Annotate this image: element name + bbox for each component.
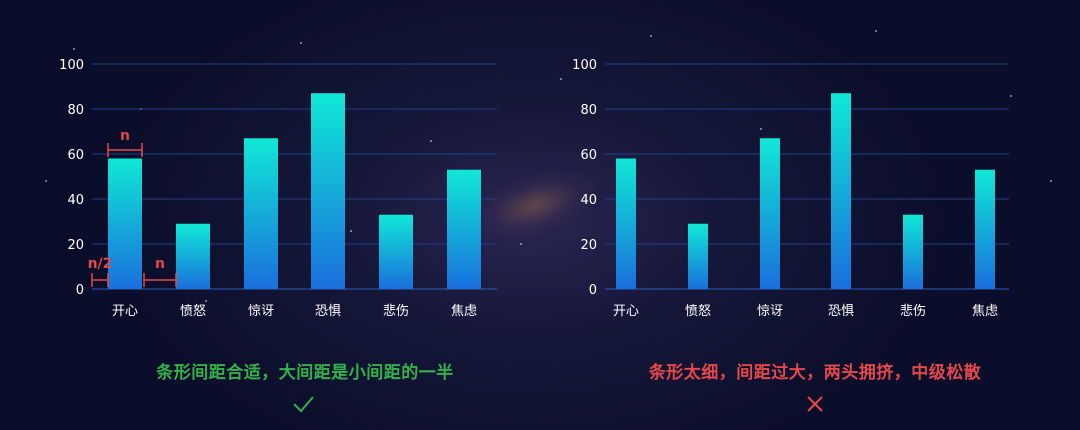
bar (903, 214, 923, 289)
star (560, 78, 562, 80)
bar (176, 223, 210, 289)
bar (975, 169, 995, 289)
bar (616, 158, 636, 289)
bad-example-caption: 条形太细，间距过大，两头拥挤，中级松散 (648, 363, 982, 383)
bar (688, 223, 708, 289)
star (650, 35, 652, 37)
x-category-label: 悲伤 (383, 303, 409, 319)
x-category-label: 恐惧 (315, 303, 341, 319)
bar (760, 138, 780, 289)
x-category-label: 恐惧 (828, 303, 854, 319)
good-example-chart-svg: 0 20 40 60 80 100 开心 愤怒 惊讶 恐惧 悲伤 焦虑 n n/2 n (59, 58, 497, 319)
x-category-label: 惊讶 (757, 304, 783, 319)
good-example-caption: 条形间距合适，大间距是小间距的一半 (156, 363, 454, 383)
star (300, 42, 302, 44)
bar (244, 138, 278, 289)
star (1010, 95, 1012, 97)
x-category-label: 焦虑 (972, 304, 998, 319)
bar (108, 158, 142, 289)
x-category-label: 开心 (112, 304, 138, 319)
edge-gap-label: n/2 (88, 256, 113, 272)
x-category-label: 焦虑 (451, 304, 477, 319)
star (1050, 180, 1052, 182)
y-tick-label: 20 (580, 238, 597, 253)
x-category-label: 悲伤 (900, 303, 926, 319)
spacing-annotations: n n/2 n (88, 128, 177, 287)
star (45, 180, 47, 182)
bar (379, 214, 413, 289)
x-category-label: 愤怒 (180, 304, 206, 319)
bad-example-chart: 0 20 40 60 80 100 开心 愤怒 惊讶 恐惧 悲伤 焦虑 (540, 0, 1060, 330)
y-tick-label: 60 (580, 148, 597, 163)
bar-width-label: n (120, 128, 130, 144)
x-category-label: 愤怒 (685, 304, 711, 319)
star (205, 300, 207, 302)
y-tick-label: 100 (572, 58, 597, 73)
cross-icon (807, 396, 823, 412)
x-category-label: 开心 (613, 304, 639, 319)
bar (831, 93, 851, 289)
y-tick-label: 0 (589, 283, 597, 298)
y-tick-label: 20 (67, 238, 84, 253)
bar-gap-label: n (155, 256, 165, 272)
star (875, 30, 877, 32)
star (760, 128, 762, 130)
good-example-chart: 0 20 40 60 80 100 开心 愤怒 惊讶 恐惧 悲伤 焦虑 n n/2 n (0, 0, 520, 330)
y-tick-label: 80 (580, 103, 597, 118)
y-tick-label: 80 (67, 103, 84, 118)
check-icon (293, 396, 314, 413)
y-tick-label: 40 (580, 193, 597, 208)
star (350, 230, 352, 232)
star (520, 243, 522, 245)
x-category-label: 惊讶 (248, 304, 274, 319)
bar (447, 169, 481, 289)
y-tick-label: 0 (76, 283, 84, 298)
y-tick-label: 100 (59, 58, 84, 73)
bar (311, 93, 345, 289)
y-tick-label: 40 (67, 193, 84, 208)
bad-example-chart-svg: 0 20 40 60 80 100 开心 愤怒 惊讶 恐惧 悲伤 焦虑 (572, 58, 1009, 319)
y-tick-label: 60 (67, 148, 84, 163)
star (430, 140, 432, 142)
star (73, 48, 75, 50)
